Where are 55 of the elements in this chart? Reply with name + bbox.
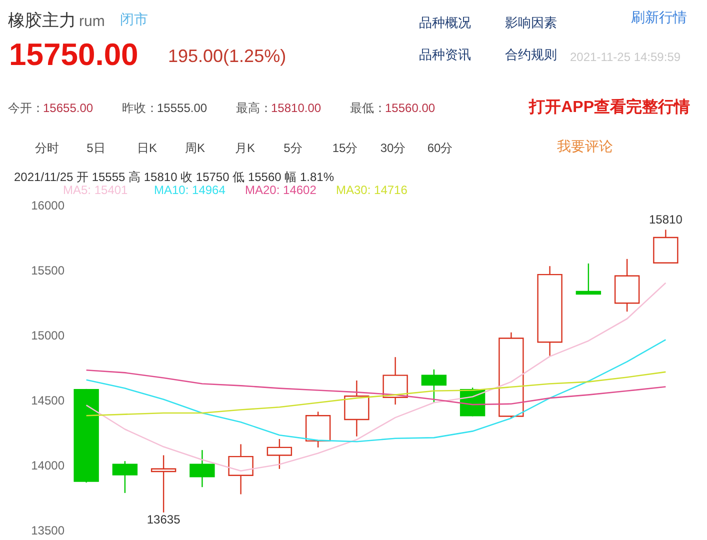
annotation: 15810 — [649, 212, 683, 227]
text: 月K — [234, 141, 256, 155]
text: 30分 — [380, 141, 406, 155]
text: 今开： — [8, 101, 44, 115]
line-series — [86, 339, 666, 442]
candlestick — [576, 262, 602, 295]
text: 品种概况 — [419, 15, 471, 30]
text: 15810.00 — [271, 101, 322, 115]
text: 15655.00 — [43, 101, 94, 115]
text: 15560.00 — [385, 101, 436, 115]
text: 15分 — [332, 141, 358, 155]
text: 15555.00 — [157, 101, 208, 115]
candlestick — [266, 438, 292, 470]
candlestick — [344, 380, 370, 437]
text: 品种资讯 — [419, 47, 471, 62]
text: 5日 — [86, 141, 106, 155]
text: 闭市 — [120, 11, 148, 27]
line-series — [86, 282, 666, 472]
y-tick-label: 15000 — [31, 328, 65, 342]
candlestick — [382, 356, 408, 406]
text: 日K — [136, 141, 158, 155]
y-tick-label: 14000 — [31, 458, 65, 472]
candlestick — [112, 460, 138, 494]
y-tick-label: 14500 — [31, 394, 65, 408]
text: 周K — [184, 141, 206, 155]
text: 15750.00 — [9, 37, 138, 72]
candlestick — [150, 454, 176, 514]
y-tick-label: 13500 — [31, 524, 65, 538]
chart-title: 橡胶主力 — [8, 11, 76, 30]
text: 分时 — [35, 141, 59, 155]
text: 最高： — [236, 101, 272, 115]
line-series — [86, 371, 666, 416]
text: MA20: 14602 — [245, 183, 317, 197]
text: 影响因素 — [505, 15, 557, 30]
text: 2021/11/25 开 15555 高 15810 收 15750 低 15560 幅 1.81% — [14, 170, 334, 184]
text: 60分 — [427, 141, 453, 155]
text: 打开APP查看完整行情 — [528, 97, 690, 116]
text: MA5: 15401 — [63, 183, 128, 197]
text: 我要评论 — [557, 138, 613, 154]
text: 195.00(1.25%) — [168, 46, 286, 66]
text: 刷新行情 — [631, 9, 687, 25]
y-tick-label: 15500 — [31, 264, 65, 278]
text: rum — [79, 13, 105, 30]
text: MA30: 14716 — [336, 183, 408, 197]
line-series — [86, 369, 666, 406]
candlestick — [228, 444, 254, 495]
text: MA10: 14964 — [154, 183, 226, 197]
annotation: 13635 — [146, 512, 181, 526]
candlestick — [190, 449, 215, 488]
text: 最低： — [350, 101, 386, 115]
text: 昨收： — [122, 101, 158, 115]
text: 5分 — [284, 141, 302, 155]
text: 合约规则 — [505, 47, 557, 62]
y-tick-label: 16000 — [31, 198, 65, 212]
candlestick — [421, 368, 447, 404]
